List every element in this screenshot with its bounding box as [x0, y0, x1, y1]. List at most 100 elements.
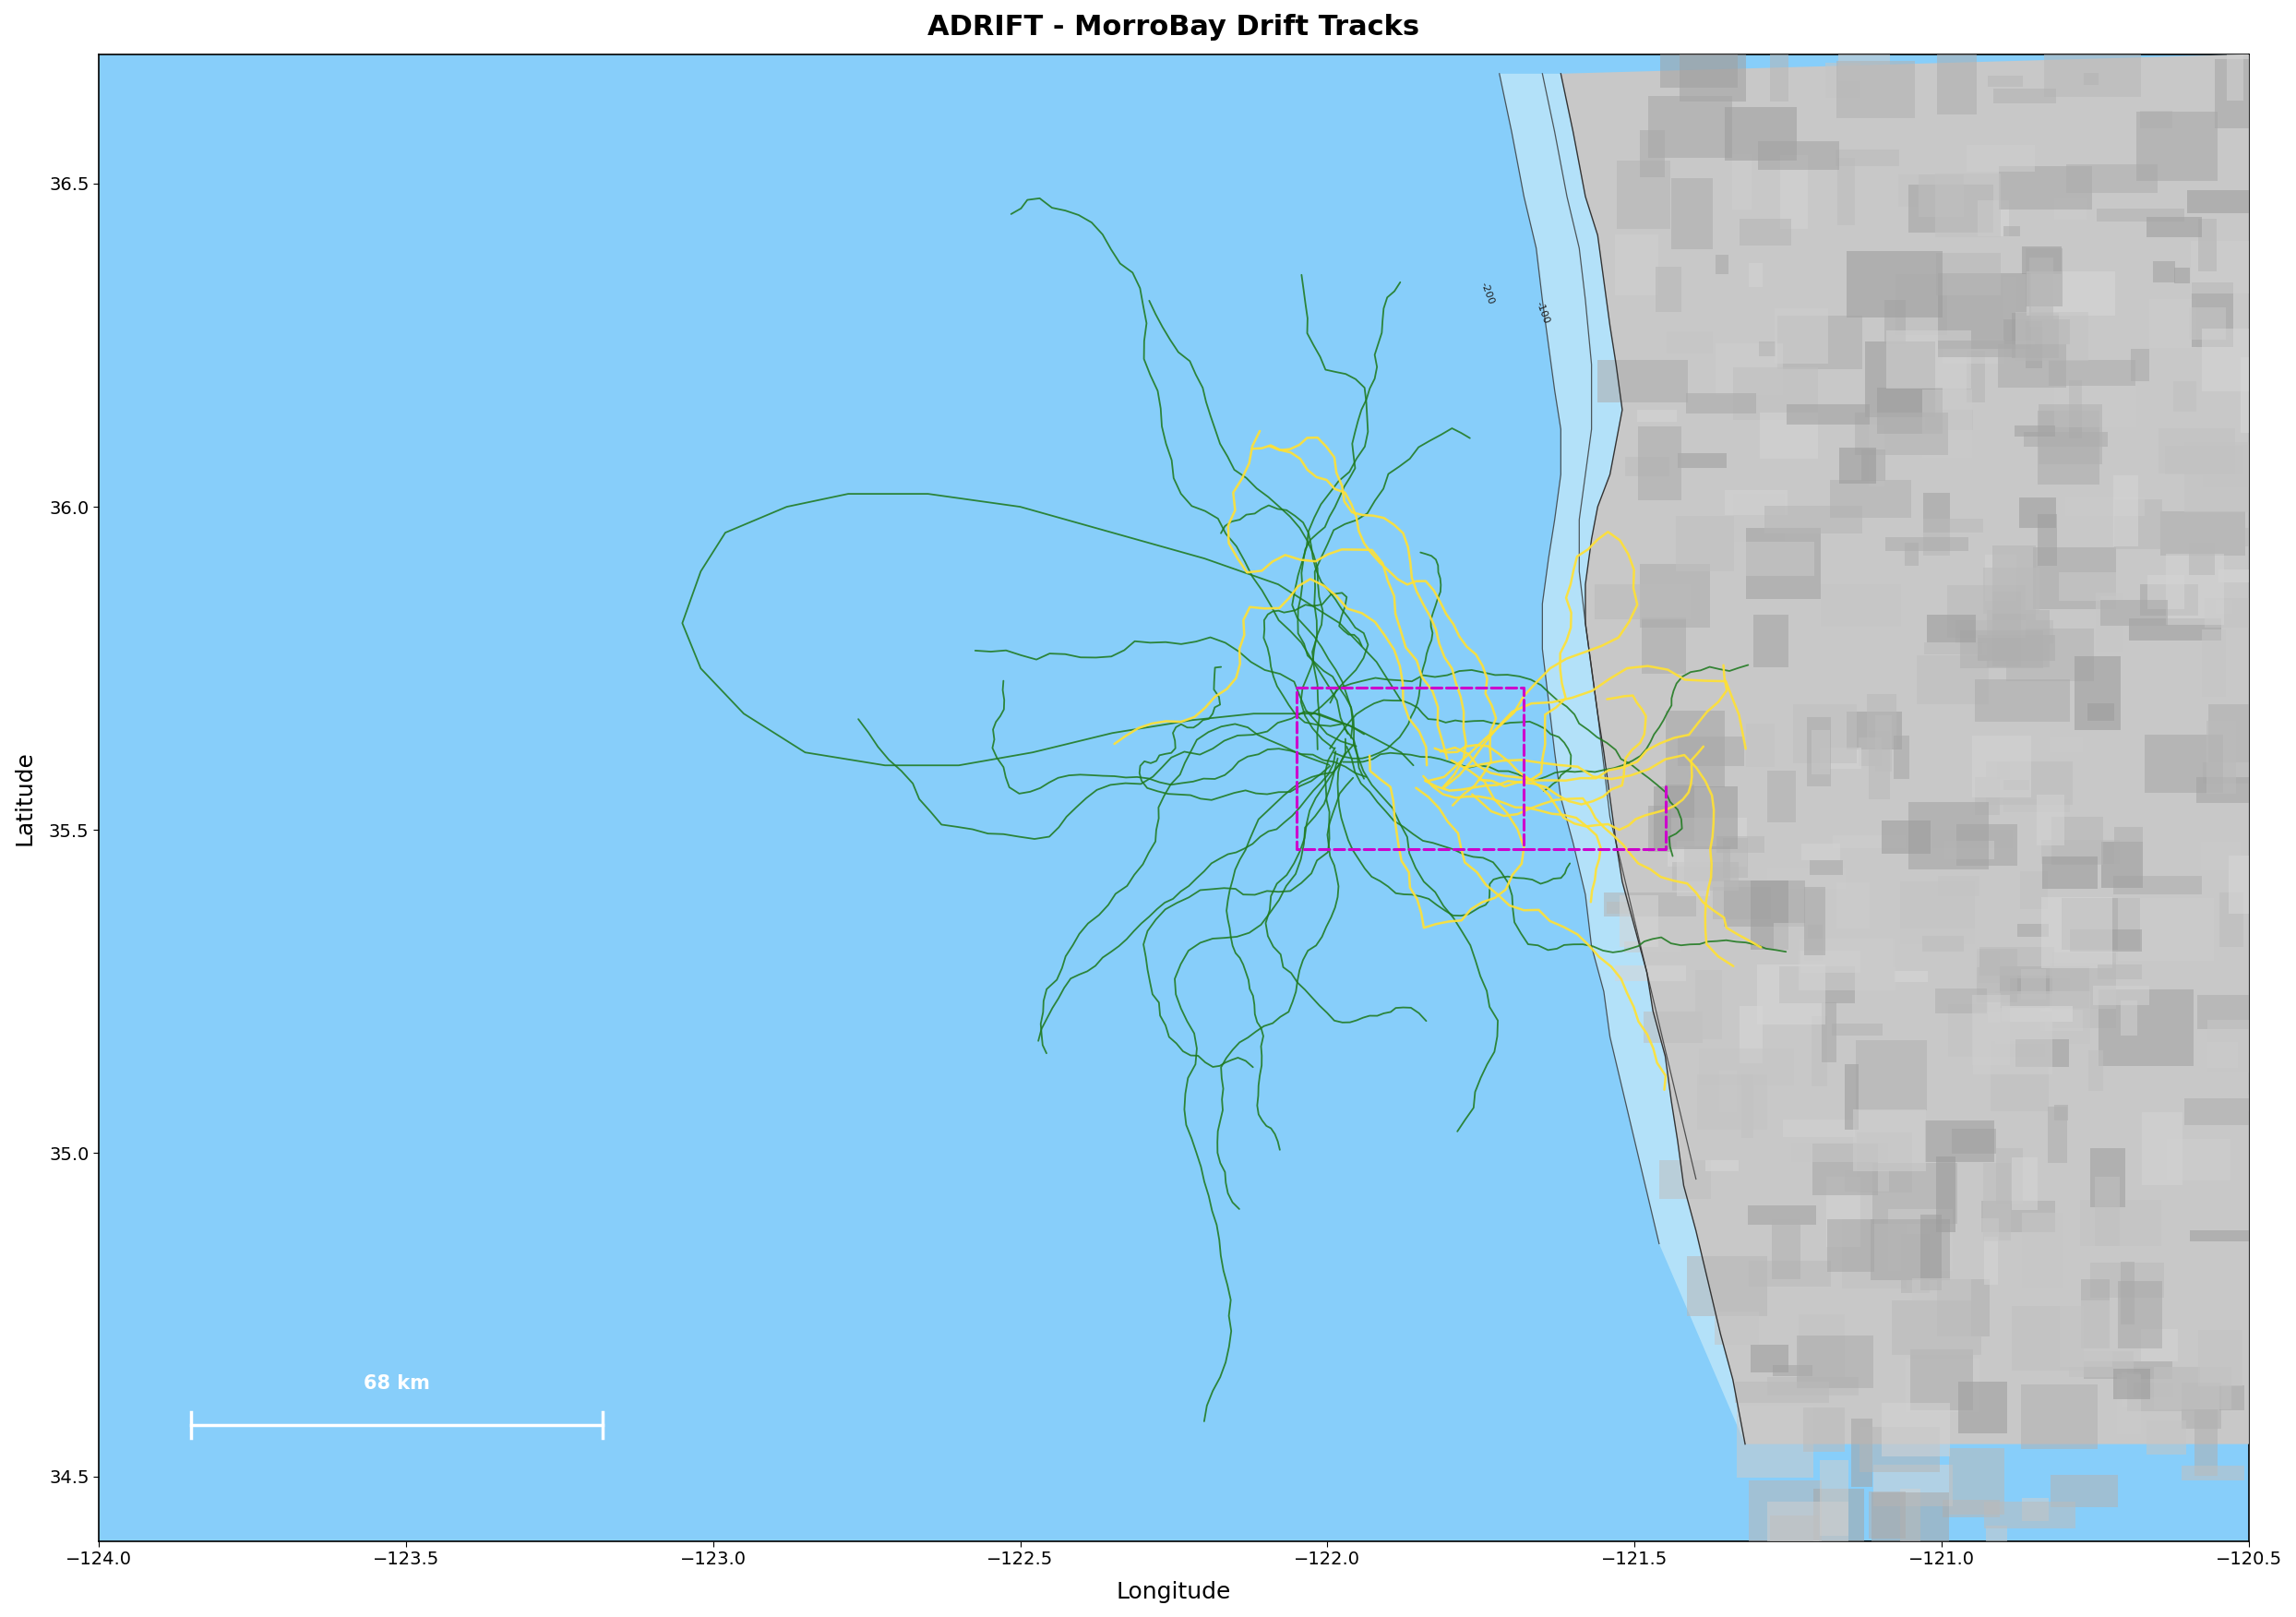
Polygon shape — [2048, 1106, 2066, 1163]
Polygon shape — [2147, 217, 2202, 236]
Polygon shape — [1832, 1024, 1883, 1035]
Polygon shape — [2060, 572, 2138, 600]
Polygon shape — [2227, 55, 2243, 100]
Polygon shape — [2096, 209, 2183, 222]
Polygon shape — [1750, 1481, 1823, 1543]
Polygon shape — [1938, 876, 1979, 897]
Polygon shape — [1740, 1006, 1763, 1062]
Polygon shape — [1857, 1134, 1913, 1192]
Polygon shape — [2069, 380, 2082, 438]
Polygon shape — [1697, 1074, 1768, 1129]
Polygon shape — [1736, 1381, 1830, 1404]
Polygon shape — [2128, 1366, 2200, 1412]
Polygon shape — [1752, 614, 1789, 668]
Polygon shape — [1942, 1501, 2000, 1517]
Polygon shape — [1832, 836, 1906, 847]
Polygon shape — [2055, 1104, 2069, 1121]
Polygon shape — [1926, 614, 1977, 642]
Polygon shape — [1998, 762, 2009, 779]
Polygon shape — [1763, 506, 1862, 534]
Polygon shape — [1936, 988, 1986, 1014]
Polygon shape — [1626, 458, 1669, 477]
Polygon shape — [1678, 453, 1727, 469]
Polygon shape — [2089, 1263, 2165, 1298]
Polygon shape — [1864, 341, 1936, 417]
Polygon shape — [1770, 1515, 1818, 1549]
Polygon shape — [2011, 312, 2060, 357]
Polygon shape — [1750, 1345, 1789, 1373]
Polygon shape — [1715, 343, 1784, 395]
Polygon shape — [1773, 1219, 1800, 1279]
Polygon shape — [1773, 1365, 1812, 1376]
Polygon shape — [1892, 1300, 1981, 1355]
Polygon shape — [1936, 1279, 1991, 1337]
Polygon shape — [1607, 902, 1690, 914]
Polygon shape — [1722, 542, 1814, 576]
Polygon shape — [2218, 1386, 2243, 1410]
Polygon shape — [1798, 1315, 1844, 1378]
Polygon shape — [1933, 830, 2014, 847]
Polygon shape — [1605, 893, 1697, 917]
Polygon shape — [1924, 493, 1949, 556]
Polygon shape — [2073, 657, 2122, 729]
Polygon shape — [2002, 1006, 2073, 1022]
Polygon shape — [1676, 841, 1711, 896]
Polygon shape — [1894, 970, 1929, 982]
Polygon shape — [1779, 965, 1855, 1003]
Polygon shape — [1984, 555, 2016, 600]
Polygon shape — [2020, 872, 2048, 909]
Polygon shape — [1837, 61, 1915, 118]
Polygon shape — [1908, 534, 1986, 581]
Polygon shape — [2101, 600, 2167, 626]
Polygon shape — [1837, 157, 1855, 225]
Polygon shape — [2112, 1370, 2149, 1399]
Polygon shape — [1828, 1219, 1874, 1271]
Polygon shape — [2186, 527, 2252, 547]
Polygon shape — [1750, 264, 1763, 288]
Polygon shape — [1977, 201, 2009, 236]
Polygon shape — [1924, 644, 1981, 653]
Polygon shape — [2115, 500, 2163, 550]
Polygon shape — [2062, 897, 2140, 949]
Polygon shape — [2195, 1410, 2218, 1476]
Polygon shape — [2050, 962, 2117, 1009]
Polygon shape — [1949, 1449, 2004, 1515]
Polygon shape — [2007, 629, 2094, 681]
Polygon shape — [1841, 1219, 1908, 1289]
Polygon shape — [2138, 112, 2218, 181]
Polygon shape — [1837, 883, 1869, 928]
Polygon shape — [1880, 1404, 1949, 1457]
Polygon shape — [1899, 175, 1938, 207]
Polygon shape — [2147, 1420, 2186, 1455]
Polygon shape — [1839, 448, 1876, 483]
Polygon shape — [2025, 249, 2062, 307]
Polygon shape — [1867, 262, 1924, 296]
Polygon shape — [2023, 246, 2062, 275]
Polygon shape — [2004, 226, 2020, 236]
Polygon shape — [1977, 951, 2000, 983]
Polygon shape — [1671, 178, 1713, 249]
Polygon shape — [1667, 818, 1747, 867]
Polygon shape — [1665, 784, 1694, 847]
Polygon shape — [1896, 273, 1947, 335]
Polygon shape — [1671, 862, 1738, 891]
Polygon shape — [1756, 965, 1825, 1025]
Polygon shape — [2011, 978, 2071, 994]
Polygon shape — [2000, 167, 2092, 210]
Polygon shape — [1984, 1163, 2011, 1240]
Polygon shape — [2080, 1200, 2161, 1245]
Polygon shape — [2004, 779, 2030, 791]
Polygon shape — [1846, 1171, 1890, 1192]
Polygon shape — [2218, 569, 2275, 582]
Polygon shape — [1802, 1407, 1844, 1452]
Polygon shape — [1685, 846, 1731, 881]
Polygon shape — [2195, 776, 2252, 804]
Text: 68 km: 68 km — [363, 1374, 429, 1392]
Polygon shape — [1724, 881, 1805, 927]
Polygon shape — [1908, 184, 1993, 233]
Polygon shape — [2220, 893, 2243, 946]
Polygon shape — [2154, 1366, 2232, 1408]
Polygon shape — [2041, 897, 2112, 969]
Polygon shape — [2066, 496, 2144, 516]
Polygon shape — [2089, 1148, 2126, 1208]
